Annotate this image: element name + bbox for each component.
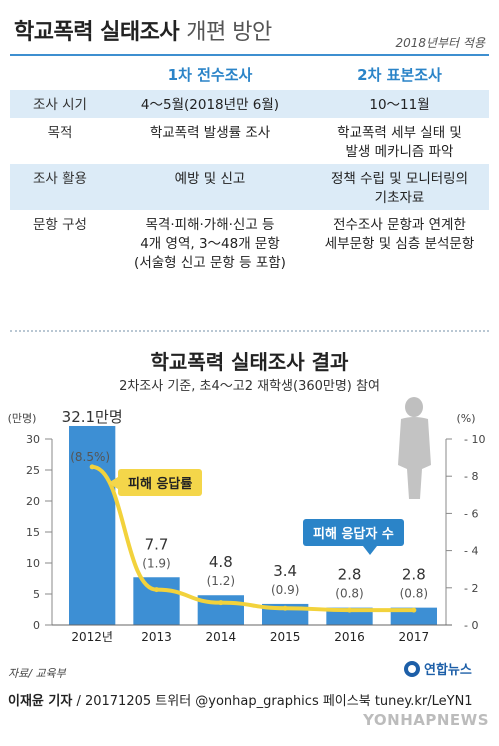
category-label: 2016 — [334, 630, 365, 644]
cell-line: 4～5월(2018년만 6월) — [140, 97, 280, 113]
cell-line: 학교폭력 발생률 조사 — [149, 125, 271, 141]
rate-point — [218, 600, 224, 606]
bar — [133, 577, 180, 625]
cell-line: 기초자료 — [374, 190, 425, 206]
rate-value-label: (0.8) — [400, 587, 428, 601]
cell-line: 4개 영역, 3～48개 문항 — [140, 236, 280, 252]
yonhap-logo: 연합뉴스 — [404, 659, 472, 678]
rate-value-label: (0.8) — [335, 587, 363, 601]
cell-line: (서술형 신고 문항 등 포함) — [134, 255, 286, 271]
col2-header: 2차 표본조사 — [357, 66, 442, 84]
chart-subtitle: 2차조사 기준, 초4～고2 재학생(360만명) 참여 — [119, 379, 380, 394]
category-label: 2014 — [206, 630, 237, 644]
chart-title: 학교폭력 실태조사 결과 — [150, 350, 349, 374]
bar-value-label: 2.8 — [338, 566, 362, 584]
left-tick-label: 10 — [26, 557, 40, 570]
footer-info: / 20171205 트위터 @yonhap_graphics 페이스북 tun… — [72, 694, 473, 709]
title-main: 학교폭력 실태조사 — [14, 20, 180, 45]
left-tick-label: 15 — [26, 526, 40, 539]
category-label: 2012년 — [71, 630, 113, 644]
rate-value-label: (8.5%) — [70, 450, 110, 464]
category-label: 2017 — [399, 630, 430, 644]
student-silhouette-body — [398, 417, 431, 499]
cell-line: 정책 수립 및 모니터링의 — [330, 171, 469, 187]
row-label: 문항 구성 — [33, 217, 87, 233]
row-col1-cell: 4～5월(2018년만 6월) — [110, 96, 310, 115]
bar-value-label: 32.1만명 — [62, 408, 123, 426]
right-tick-label: - 10 — [464, 433, 485, 446]
legend-rate: 피해 응답률 — [107, 469, 203, 496]
bar-value-label: 4.8 — [209, 553, 233, 571]
cell-line: 세부문항 및 심층 분석문항 — [324, 236, 475, 252]
row-col2-cell: 10～11월 — [310, 96, 489, 115]
section-divider — [10, 330, 489, 332]
cell-line: 학교폭력 세부 실태 및 — [337, 125, 462, 141]
logo-icon — [404, 660, 420, 677]
bar — [69, 425, 116, 625]
row-col1-cell: 목격·피해·가해·신고 등 4개 영역, 3～48개 문항 (서술형 신고 문항 등… — [110, 216, 310, 273]
col1-header: 1차 전수조사 — [167, 66, 253, 84]
rate-point — [347, 607, 352, 613]
row-label: 조사 시기 — [33, 97, 87, 113]
row-col1-cell: 학교폭력 발생률 조사 — [110, 124, 310, 143]
cell-line: 목격·피해·가해·신고 등 — [145, 217, 275, 233]
table-row: 문항 구성 목격·피해·가해·신고 등 4개 영역, 3～48개 문항 (서술형 신고… — [10, 210, 489, 280]
logo-text: 연합뉴스 — [424, 663, 472, 678]
left-tick-label: 25 — [26, 464, 40, 477]
student-silhouette-head — [405, 397, 423, 417]
comparison-table: 1차 전수조사 2차 표본조사 조사 시기 4～5월(2018년만 6월) 10～1… — [10, 60, 489, 280]
rate-point — [89, 464, 95, 470]
cell-line: 전수조사 문항과 연계한 — [333, 217, 466, 233]
title-sub: 개편 방안 — [186, 20, 272, 45]
left-tick-label: 30 — [26, 433, 40, 446]
reporter-name: 이재윤 기자 — [8, 694, 73, 709]
bar-line-chart: (만명) (%) 0 5 10 15 20 25 30 - 0 - 2 - 4 - 6 - 8 - 10 32… — [8, 397, 485, 644]
table-header: 1차 전수조사 2차 표본조사 — [10, 60, 489, 90]
right-tick-label: - 2 — [464, 582, 478, 595]
left-tick-label: 20 — [26, 495, 40, 508]
left-tick-label: 5 — [33, 588, 40, 601]
row-label: 조사 활용 — [33, 171, 87, 187]
rate-value-label: (1.9) — [142, 556, 170, 570]
row-label: 목적 — [47, 125, 73, 141]
header-note: 2018년부터 적용 — [395, 36, 485, 50]
cell-line: 예방 및 신고 — [174, 171, 246, 187]
bar-value-label: 3.4 — [273, 562, 297, 580]
left-tick-label: 0 — [33, 619, 40, 632]
bar-value-label: 2.8 — [402, 566, 426, 584]
right-tick-label: - 8 — [464, 470, 478, 483]
table-row: 조사 시기 4～5월(2018년만 6월) 10～11월 — [10, 90, 489, 118]
row-col1-cell: 예방 및 신고 — [110, 170, 310, 189]
right-tick-label: - 6 — [464, 507, 478, 520]
footer-credit: 이재윤 기자 / 20171205 트위터 @yonhap_graphics 페… — [8, 690, 473, 709]
rate-point — [411, 607, 417, 613]
page-title: 학교폭력 실태조사 개편 방안 — [14, 14, 272, 46]
category-label: 2013 — [141, 630, 172, 644]
rate-point — [282, 605, 288, 611]
bar-value-label: 7.7 — [145, 535, 169, 553]
rate-value-label: (1.2) — [207, 574, 235, 588]
header-divider — [10, 54, 489, 56]
legend-count: 피해 응답자 수 — [303, 519, 404, 555]
watermark: YONHAPNEWS — [363, 711, 489, 729]
right-tick-label: - 0 — [464, 619, 478, 632]
right-axis-unit: (%) — [456, 412, 475, 425]
cell-line: 발생 메카니즘 파악 — [345, 144, 454, 160]
left-axis-unit: (만명) — [8, 412, 37, 425]
rate-point — [154, 587, 159, 593]
cell-line: 10～11월 — [369, 97, 430, 113]
category-label: 2015 — [270, 630, 301, 644]
right-tick-label: - 4 — [464, 545, 478, 558]
rate-value-label: (0.9) — [271, 583, 299, 597]
source-note: 자료/ 교육부 — [8, 667, 66, 680]
